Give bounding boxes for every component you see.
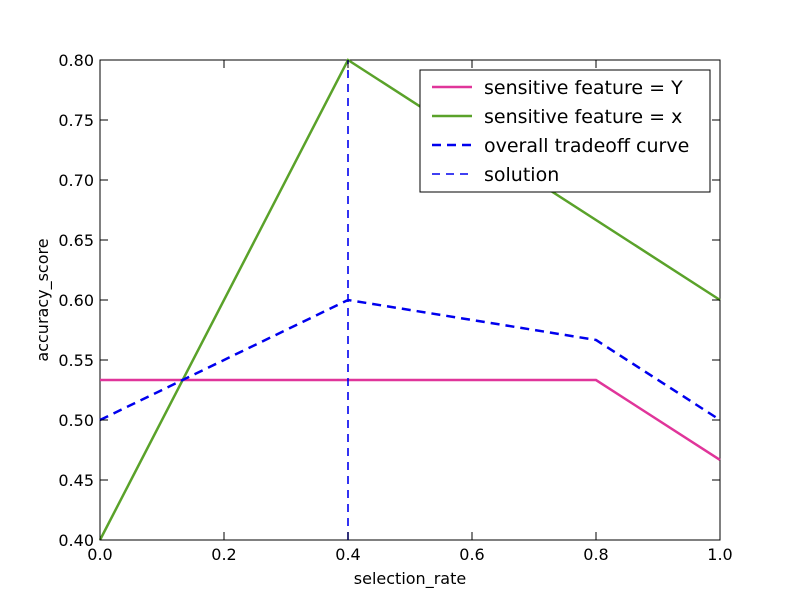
- y-tick-label: 0.45: [58, 471, 94, 490]
- x-axis-ticks: 0.0 0.2 0.4 0.6 0.8 1.0: [87, 60, 733, 564]
- y-tick-label: 0.65: [58, 231, 94, 250]
- legend-label-4: solution: [484, 164, 559, 186]
- x-tick-label: 1.0: [707, 545, 732, 564]
- y-tick-label: 0.40: [58, 531, 94, 550]
- y-tick-label: 0.60: [58, 291, 94, 310]
- series-line-1: [100, 378, 721, 462]
- x-axis-label: selection_rate: [354, 569, 466, 589]
- legend-label-2: sensitive feature = x: [484, 106, 682, 128]
- x-tick-label: 0.2: [211, 545, 236, 564]
- y-tick-label: 0.55: [58, 351, 94, 370]
- x-tick-label: 0.4: [335, 545, 360, 564]
- x-tick-label: 0.8: [583, 545, 608, 564]
- y-tick-label: 0.80: [58, 51, 94, 70]
- y-tick-label: 0.70: [58, 171, 94, 190]
- x-tick-label: 0.6: [459, 545, 484, 564]
- legend-label-1: sensitive feature = Y: [484, 77, 683, 99]
- x-tick-label: 0.0: [87, 545, 112, 564]
- y-axis-ticks: 0.40 0.45 0.50 0.55 0.60 0.65 0.70 0.75 0.80: [58, 51, 720, 550]
- y-tick-label: 0.75: [58, 111, 94, 130]
- y-tick-label: 0.50: [58, 411, 94, 430]
- series-line-3: [99, 298, 721, 422]
- legend: sensitive feature = Y sensitive feature =…: [419, 69, 711, 193]
- legend-box: [419, 69, 711, 193]
- legend-label-3: overall tradeoff curve: [484, 135, 689, 157]
- y-axis-label: accuracy_score: [33, 238, 53, 361]
